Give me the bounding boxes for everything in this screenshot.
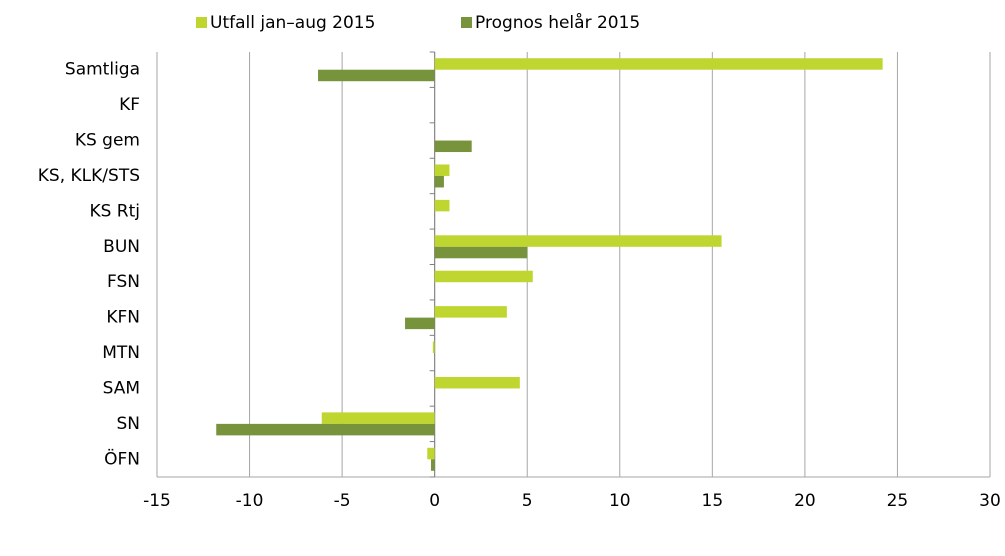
y-tick-label: KS, KLK/STS — [38, 166, 140, 186]
bar — [434, 246, 528, 259]
y-tick-label: MTN — [102, 343, 140, 363]
bar — [434, 58, 883, 70]
bar — [434, 235, 722, 247]
x-tick-label: 30 — [979, 491, 1001, 511]
y-tick-label: KS Rtj — [89, 201, 140, 221]
y-tick-label: KF — [119, 95, 140, 115]
legend-label: Prognos helår 2015 — [475, 12, 640, 33]
bar — [434, 175, 444, 188]
y-tick-label: FSN — [107, 272, 140, 292]
bar — [318, 69, 435, 82]
bar — [434, 306, 507, 318]
bar — [321, 412, 435, 424]
x-tick-label: 10 — [609, 491, 631, 511]
y-tick-label: ÖFN — [104, 447, 140, 469]
bar — [434, 199, 450, 212]
x-tick-label: 20 — [794, 491, 816, 511]
x-tick-label: -15 — [143, 491, 171, 511]
x-tick-label: 25 — [887, 491, 909, 511]
y-tick-label: SN — [116, 414, 140, 434]
x-tick-label: -10 — [236, 491, 264, 511]
bar — [430, 459, 435, 471]
legend-label: Utfall jan–aug 2015 — [210, 13, 375, 33]
y-tick-label: KFN — [106, 308, 140, 328]
x-tick-label: 15 — [702, 491, 724, 511]
y-tick-label: Samtliga — [65, 60, 140, 80]
legend-swatch — [196, 17, 207, 28]
bar — [427, 447, 435, 460]
y-tick-label: SAM — [103, 378, 140, 398]
bar — [434, 270, 533, 283]
y-tick-label: KS gem — [75, 131, 140, 151]
bar — [432, 341, 435, 354]
bar — [434, 140, 472, 153]
bar — [405, 317, 435, 330]
y-tick-label: BUN — [103, 237, 140, 257]
bar — [434, 164, 450, 176]
x-tick-label: -5 — [334, 491, 351, 511]
bar — [434, 376, 520, 389]
x-tick-label: 0 — [429, 491, 440, 511]
legend-swatch — [461, 17, 472, 28]
bar — [216, 423, 435, 436]
x-tick-label: 5 — [522, 491, 533, 511]
